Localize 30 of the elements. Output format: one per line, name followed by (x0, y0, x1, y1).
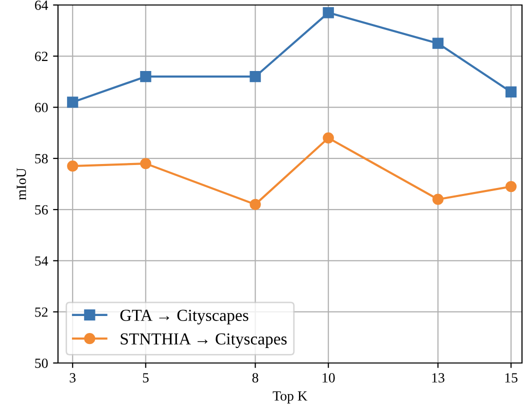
point (140, 71, 152, 82)
point (140, 158, 152, 170)
legend-label: STNTHIA → Cityscapes (120, 333, 287, 348)
point (250, 198, 261, 210)
y-axis-title: mIoU (16, 168, 26, 200)
point (67, 160, 78, 172)
x-tick-label: 5 (143, 373, 149, 382)
x-tick-label: 13 (432, 373, 444, 382)
y-tick-label: 56 (35, 205, 48, 215)
point (322, 132, 334, 144)
point (67, 96, 78, 108)
y-tick-label: 62 (34, 52, 48, 62)
y-tick-label: 64 (34, 0, 48, 10)
y-tick-label: 52 (35, 307, 48, 317)
point (432, 194, 444, 205)
point (505, 181, 517, 192)
point (250, 71, 261, 82)
legend-label: GTA → Cityscapes (120, 310, 248, 324)
x-tick-label: 10 (322, 373, 335, 382)
point (432, 38, 444, 49)
y-tick-label: 54 (35, 256, 48, 266)
y-tick-label: 50 (35, 358, 48, 368)
point (322, 7, 334, 18)
x-axis-title: Top K (272, 391, 308, 404)
y-tick-label: 58 (35, 154, 48, 164)
point (505, 86, 517, 98)
x-tick-label: 8 (252, 373, 258, 382)
y-tick-label: 60 (34, 102, 48, 112)
x-tick-label: 3 (70, 373, 76, 382)
x-tick-label: 15 (505, 373, 518, 382)
